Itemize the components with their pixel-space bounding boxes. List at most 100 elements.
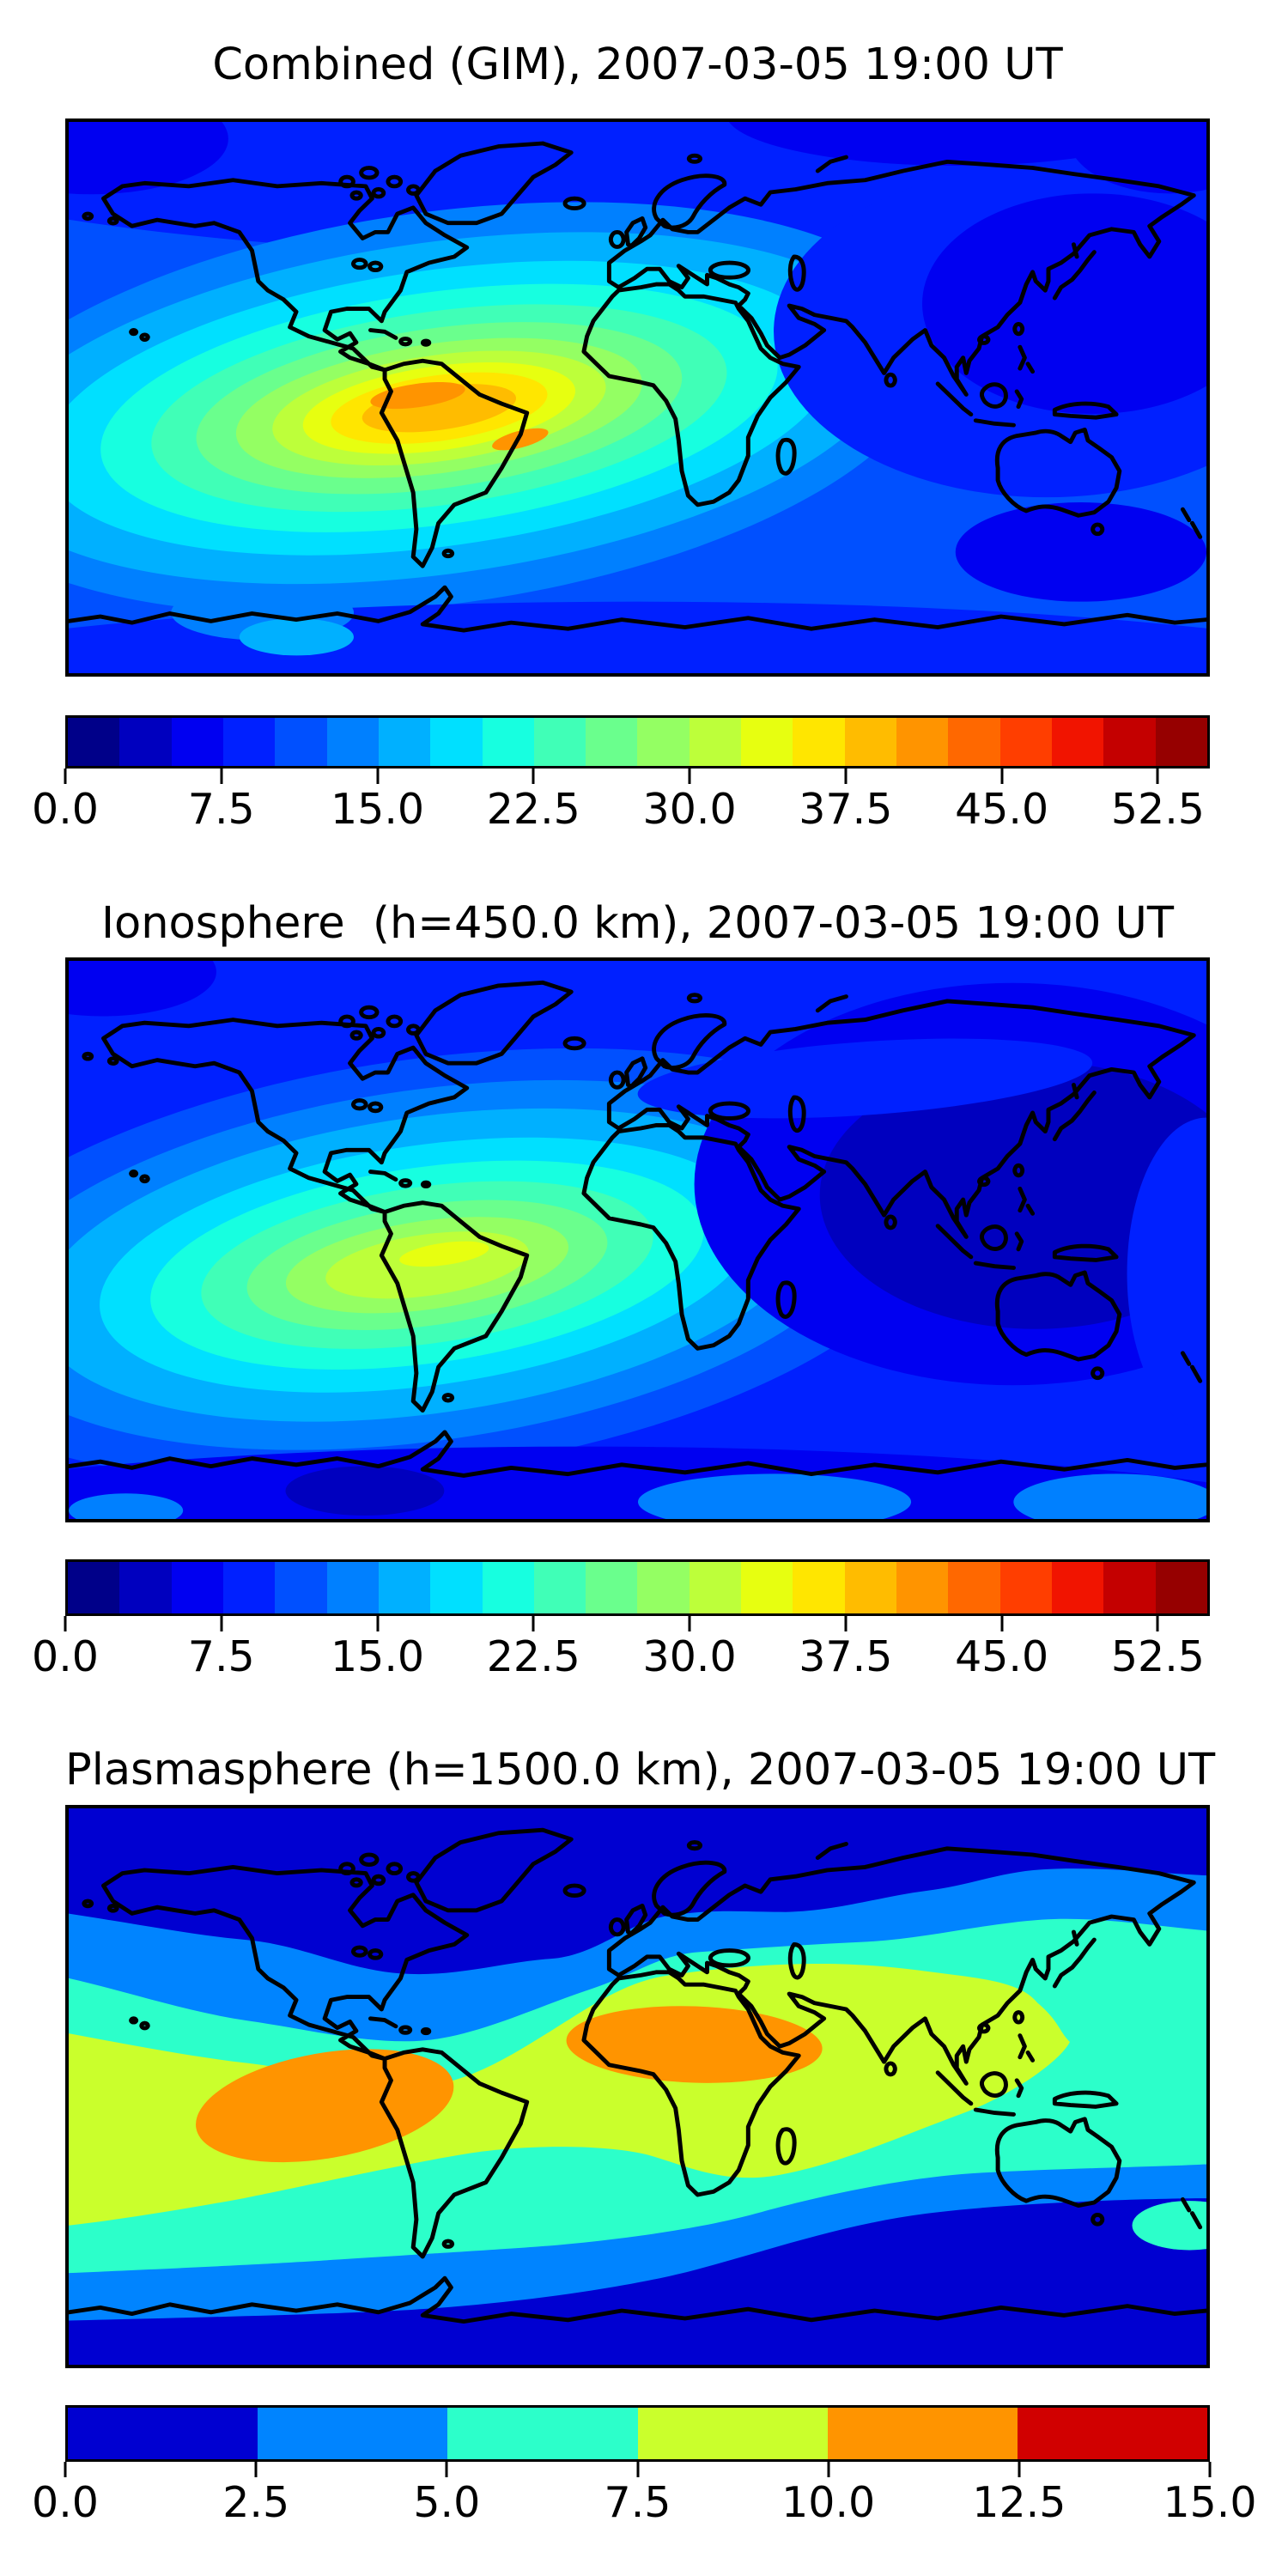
colorbar-tick-mark [64,2462,67,2477]
colorbar-tick-label: 0.0 [32,2478,99,2527]
colorbar-tick-mark [532,1616,535,1631]
contour-low-corner [1067,122,1206,194]
colorbar-segment [275,718,327,766]
colorbar-segment [482,718,534,766]
colorbar-tick-label: 7.5 [187,785,255,834]
colorbar-segment [844,1562,896,1613]
colorbar-segment [258,2408,448,2459]
colorbar-segment [1051,718,1104,766]
colorbar-segment [1103,1562,1156,1613]
colorbar-segment [533,1562,586,1613]
colorbar-tick-mark [1000,1616,1004,1631]
colorbar-tick-label: 5.0 [413,2478,481,2527]
colorbar-tick-mark [1156,1616,1159,1631]
colorbar-plasmasphere [65,2405,1210,2462]
contour-low-asia-inner [922,193,1206,415]
panel-title-ionosphere: Ionosphere (h=450.0 km), 2007-03-05 19:0… [100,898,1175,949]
colorbar-tick-mark [220,1616,223,1631]
colorbar-tick-label: 15.0 [330,1632,425,1681]
colorbar-segment [119,1562,172,1613]
colorbar-segment [68,2408,258,2459]
colorbar-tick-label: 15.0 [330,785,425,834]
colorbar-segment [378,718,431,766]
colorbar-segment [1017,2408,1208,2459]
colorbar-labels-combined: 0.0 7.5 15.0 22.5 30.0 37.5 45.0 52.5 [32,785,1210,837]
colorbar-labels-plasmasphere: 0.0 2.5 5.0 7.5 10.0 12.5 15.0 [32,2478,1257,2530]
colorbar-segment [689,718,742,766]
colorbar-segment [482,1562,534,1613]
map-plasmasphere [65,1805,1210,2368]
colorbar-tick-mark [532,769,535,784]
map-canvas-plasmasphere [69,1808,1206,2365]
colorbar-tick-mark [844,769,848,784]
contour-streak-siberia [637,1038,1093,1119]
colorbar-tick-label: 45.0 [955,1632,1049,1681]
panel-title-combined: Combined (GIM), 2007-03-05 19:00 UT [212,39,1063,90]
colorbar-tick-mark [636,2462,639,2477]
contour-edge-east [1127,1117,1206,1430]
colorbar-tick-mark [64,769,67,784]
colorbar-tick-mark [220,769,223,784]
colorbar-tick-label: 10.0 [781,2478,876,2527]
colorbar-tick-mark [844,1616,848,1631]
colorbar-segment [586,718,638,766]
colorbar-tick-mark [1208,2462,1212,2477]
contour-pocket [1013,1473,1206,1519]
colorbar-segment [844,718,896,766]
colorbar-segment [68,718,120,766]
contour-low-corner [69,122,228,195]
contour-pocket [638,1473,912,1519]
colorbar-ionosphere [65,1559,1210,1616]
map-canvas-ionosphere [69,961,1206,1519]
colorbar-segment [793,1562,845,1613]
colorbar-tick-label: 0.0 [32,1632,99,1681]
colorbar-segment [689,1562,742,1613]
colorbar-segment [999,1562,1052,1613]
colorbar-tick-label: 22.5 [486,1632,580,1681]
colorbar-tick-label: 0.0 [32,785,99,834]
contour-pocket [239,618,354,656]
map-ionosphere [65,957,1210,1522]
colorbar-segment [533,718,586,766]
contour-low-corner [69,961,216,1017]
colorbar-tick-mark [254,2462,258,2477]
colorbar-segment [1155,1562,1207,1613]
colorbar-tick-label: 30.0 [642,1632,737,1681]
colorbar-tick-label: 15.0 [1163,2478,1257,2527]
colorbar-segment [171,718,223,766]
colorbar-segment [68,1562,120,1613]
colorbar-segment [741,1562,793,1613]
colorbar-segment [119,718,172,766]
map-combined [65,118,1210,677]
tec-hotspot-peak [399,1241,489,1267]
colorbar-tick-label: 30.0 [642,785,737,834]
colorbar-segment [948,1562,1000,1613]
colorbar-segment [1155,718,1207,766]
colorbar-segment [637,718,690,766]
panel-title-plasmasphere: Plasmasphere (h=1500.0 km), 2007-03-05 1… [65,1745,1216,1795]
colorbar-segment [326,718,379,766]
colorbar-segment [171,1562,223,1613]
colorbar-segment [827,2408,1018,2459]
colorbar-segment [275,1562,327,1613]
colorbar-segment [222,1562,276,1613]
colorbar-segment [326,1562,379,1613]
map-canvas-combined [69,122,1206,673]
colorbar-segment [999,718,1052,766]
colorbar-segment [222,718,276,766]
colorbar-combined [65,715,1210,769]
contour-pocket [69,1493,184,1519]
contour-pocket-nz [1132,2201,1206,2251]
tec-hotspot-core [370,381,465,410]
colorbar-segment [741,718,793,766]
colorbar-tick-mark [1018,2462,1021,2477]
contour-low-south [285,1466,445,1516]
colorbar-segment [430,1562,483,1613]
colorbar-tick-mark [445,2462,448,2477]
colorbar-segment [378,1562,431,1613]
colorbar-tick-label: 37.5 [799,1632,893,1681]
colorbar-tick-label: 37.5 [799,785,893,834]
colorbar-tick-mark [1000,769,1004,784]
colorbar-tick-label: 2.5 [222,2478,290,2527]
